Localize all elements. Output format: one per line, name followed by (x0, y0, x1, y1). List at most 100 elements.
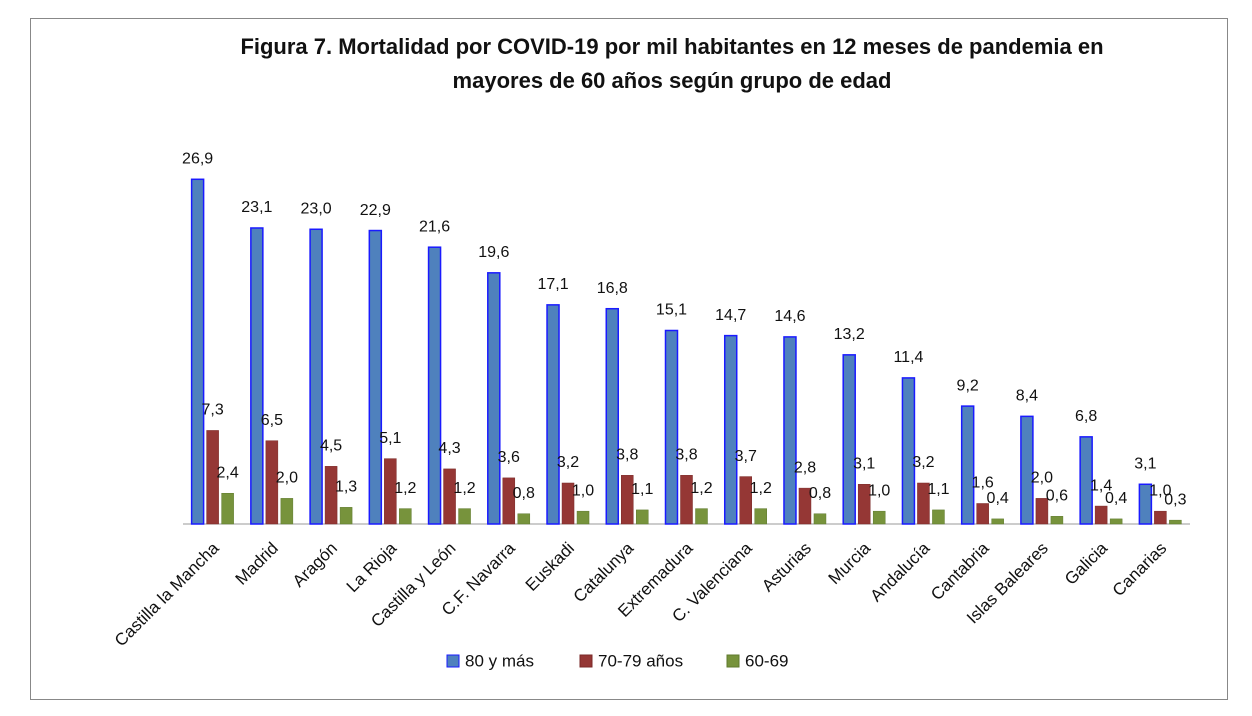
value-label: 11,4 (893, 349, 923, 366)
value-label: 6,5 (261, 412, 283, 429)
bar (324, 466, 338, 525)
bar (1094, 505, 1108, 525)
value-label: 1,6 (972, 475, 994, 492)
x-tick-label: Canarias (1109, 539, 1171, 601)
chart-frame (30, 18, 1228, 700)
bar (695, 508, 708, 525)
x-tick-label: Andalucía (867, 538, 934, 605)
value-label: 3,1 (853, 455, 875, 472)
value-label: 14,6 (774, 308, 805, 325)
bar (206, 430, 219, 525)
bar (458, 508, 471, 525)
value-label: 2,4 (216, 464, 238, 481)
value-label: 1,2 (690, 480, 712, 497)
bar (621, 475, 634, 525)
value-label: 15,1 (656, 302, 687, 319)
bar (664, 329, 679, 525)
value-label: 23,0 (301, 200, 332, 217)
bar (842, 354, 856, 525)
bar (487, 272, 501, 525)
value-label: 3,2 (912, 454, 934, 471)
value-label: 6,8 (1075, 408, 1097, 425)
value-label: 21,6 (419, 218, 450, 235)
x-tick-label: La Rioja (343, 538, 401, 596)
bar (783, 336, 797, 525)
value-label: 3,7 (735, 448, 757, 465)
bar (280, 498, 294, 525)
bar (399, 508, 412, 525)
bar (1109, 518, 1123, 525)
bar (502, 477, 516, 525)
bar (932, 509, 945, 525)
bar (309, 228, 323, 525)
x-tick-label: Euskadi (522, 539, 578, 595)
value-label: 0,4 (1105, 490, 1127, 507)
bar (250, 227, 264, 525)
value-label: 14,7 (715, 307, 746, 324)
bar (798, 487, 812, 525)
value-label: 0,4 (987, 490, 1009, 507)
bar (754, 508, 767, 525)
value-label: 1,2 (453, 480, 475, 497)
value-label: 13,2 (834, 326, 865, 343)
bar (443, 468, 456, 525)
bar (517, 513, 531, 525)
value-label: 0,8 (513, 485, 535, 502)
value-label: 8,4 (1016, 388, 1038, 405)
value-label: 1,2 (750, 480, 772, 497)
bar (976, 503, 989, 525)
value-label: 5,1 (379, 430, 401, 447)
x-tick-label: Castilla la Mancha (111, 538, 223, 650)
value-label: 19,6 (478, 244, 509, 261)
bar (605, 307, 620, 525)
bar (680, 475, 693, 525)
value-label: 3,2 (557, 454, 579, 471)
bar (1079, 436, 1093, 525)
bar (1169, 519, 1182, 525)
bar (857, 484, 871, 525)
bar (546, 304, 560, 525)
x-tick-label: Galicia (1061, 538, 1112, 589)
bar (813, 513, 827, 525)
x-tick-label: Madrid (232, 539, 282, 589)
value-label: 1,3 (335, 479, 357, 496)
value-label: 1,0 (572, 482, 594, 499)
legend-label: 60-69 (745, 651, 788, 670)
bar (1154, 510, 1167, 525)
value-label: 7,3 (201, 402, 223, 419)
legend-label: 70-79 años (598, 651, 683, 670)
bar (723, 334, 738, 525)
value-label: 1,0 (1149, 482, 1171, 499)
value-label: 0,6 (1046, 488, 1068, 505)
value-label: 3,8 (675, 447, 697, 464)
value-label: 3,6 (498, 449, 520, 466)
bar (872, 510, 886, 525)
bar (576, 510, 590, 525)
value-label: 2,0 (276, 470, 298, 487)
bar (1050, 516, 1064, 525)
bar (1020, 415, 1034, 525)
value-label: 4,3 (438, 440, 460, 457)
value-label: 3,8 (616, 447, 638, 464)
chart-title: Figura 7. Mortalidad por COVID-19 por mi… (240, 34, 1104, 93)
bar (427, 246, 442, 525)
value-label: 22,9 (360, 202, 391, 219)
legend-swatch (579, 654, 593, 668)
bar (960, 405, 975, 525)
value-label: 2,8 (794, 459, 816, 476)
value-label: 0,8 (809, 485, 831, 502)
value-label: 4,5 (320, 438, 342, 455)
value-label: 0,3 (1164, 491, 1186, 508)
x-tick-label: Aragón (289, 539, 341, 591)
x-tick-label: Murcia (825, 538, 875, 588)
x-tick-label: Asturias (758, 539, 815, 596)
bar (339, 507, 353, 525)
value-label: 17,1 (537, 276, 568, 293)
value-label: 2,0 (1031, 470, 1053, 487)
bar (1138, 483, 1153, 525)
value-label: 16,8 (597, 280, 628, 297)
legend-swatch (726, 654, 740, 668)
bar (901, 377, 916, 525)
bar (384, 458, 397, 525)
